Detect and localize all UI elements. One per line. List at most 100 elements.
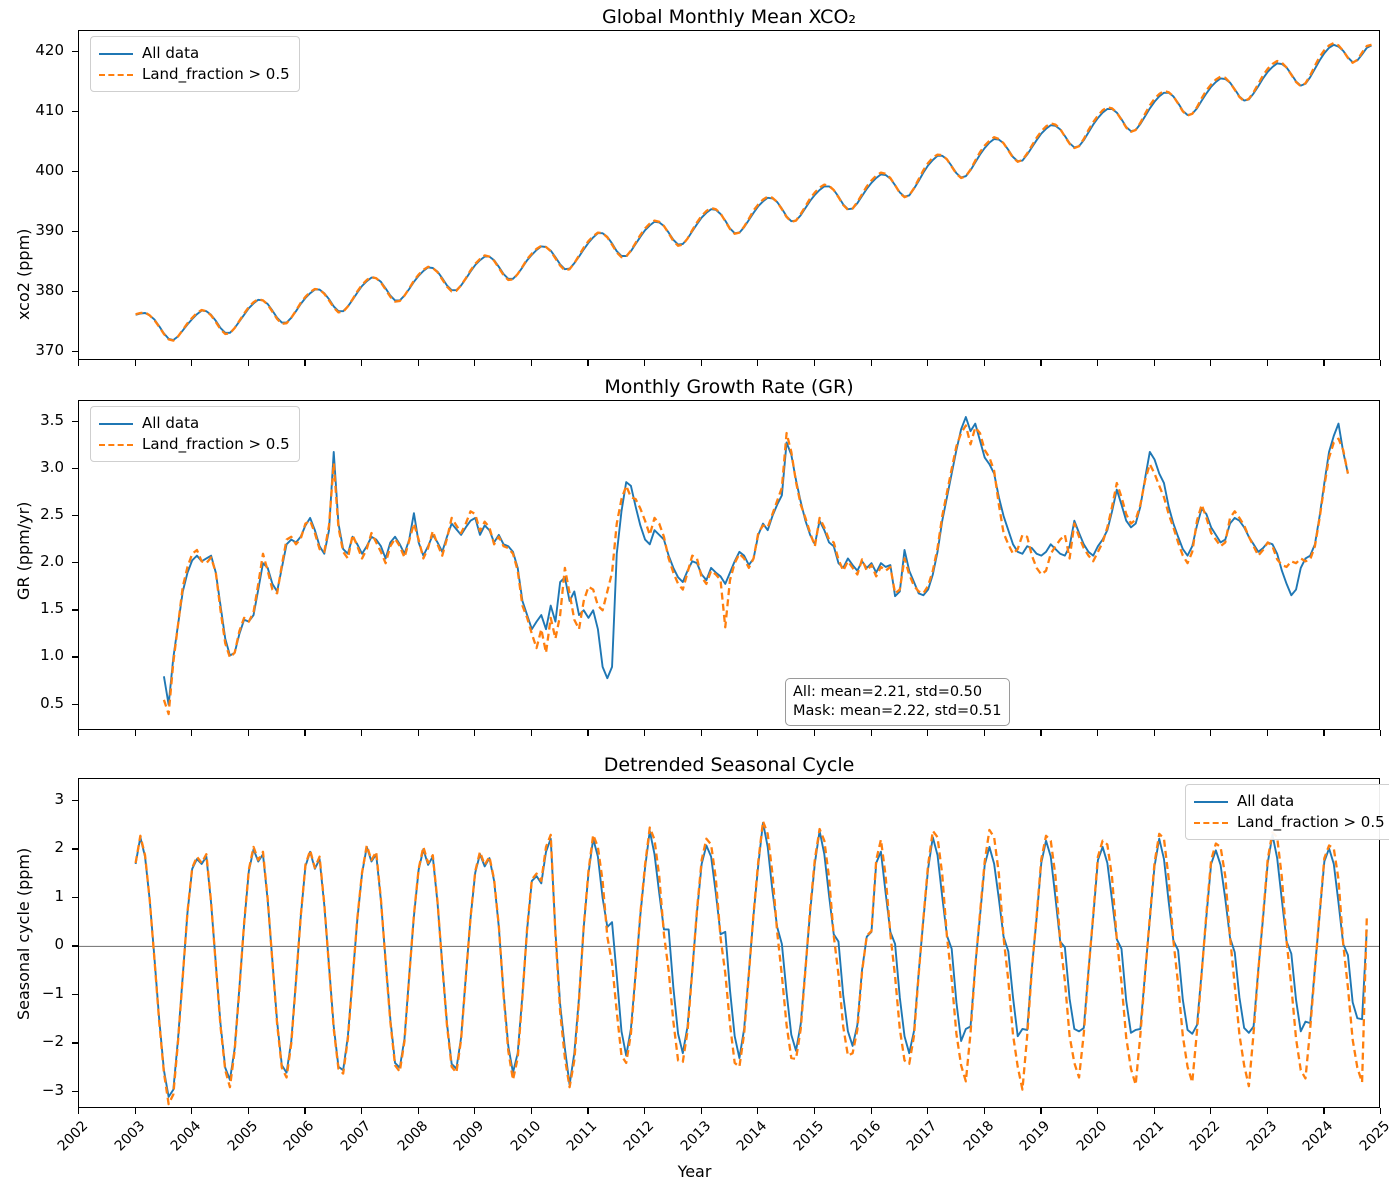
legend-entry-all-data: All data (1194, 791, 1385, 812)
x-tick-mark (191, 360, 193, 366)
panel3-plot-area (78, 778, 1380, 1108)
legend-entry-land-fraction: Land_fraction > 0.5 (99, 64, 290, 85)
x-tick-mark (587, 1108, 589, 1114)
x-tick-mark (1096, 730, 1099, 736)
x-tick-mark (134, 360, 136, 366)
x-tick-mark (1153, 730, 1155, 736)
x-tick-mark (1153, 1108, 1155, 1114)
y-tick-label: 400 (35, 161, 64, 179)
y-tick-mark (72, 111, 78, 113)
x-tick-mark (361, 360, 363, 366)
y-tick-mark (72, 420, 78, 422)
y-tick-mark (72, 945, 78, 947)
x-tick-mark (870, 360, 872, 366)
legend-line-dashed-icon (99, 73, 133, 76)
x-tick-mark (927, 730, 929, 736)
y-tick-label: 1.0 (40, 646, 64, 665)
y-tick-label: 0.5 (40, 693, 64, 712)
panel1-legend[interactable]: All data Land_fraction > 0.5 (90, 36, 300, 92)
x-tick-mark (813, 1108, 816, 1114)
x-tick-mark (983, 360, 985, 366)
y-tick-mark (72, 515, 78, 517)
x-tick-mark (587, 360, 589, 366)
x-tick-mark (361, 730, 363, 736)
y-tick-mark (72, 51, 78, 53)
x-tick-mark (474, 1108, 476, 1114)
y-tick-mark (72, 351, 78, 353)
panel1-ylabel: xco2 (ppm) (14, 228, 33, 320)
x-tick-mark (247, 730, 249, 736)
y-tick-label: 370 (35, 341, 64, 359)
x-tick-mark (1040, 730, 1042, 736)
x-tick-mark (927, 360, 929, 366)
x-tick-mark (530, 360, 533, 366)
panel2-title: Monthly Growth Rate (GR) (604, 376, 854, 398)
x-tick-mark (1266, 360, 1268, 366)
y-tick-label: 2.0 (40, 552, 64, 571)
y-tick-label: 2 (54, 838, 64, 857)
legend-line-solid-icon (99, 52, 133, 55)
x-tick-mark (644, 1108, 646, 1114)
y-tick-label: −2 (41, 1032, 64, 1051)
x-tick-mark (587, 730, 589, 736)
y-tick-label: 1.5 (40, 599, 64, 618)
x-tick-mark (757, 1108, 759, 1114)
x-tick-mark (1210, 360, 1212, 366)
x-tick-mark (813, 360, 816, 366)
x-tick-mark (813, 730, 816, 736)
legend-line-dashed-icon (99, 443, 133, 446)
panel3-legend[interactable]: All data Land_fraction > 0.5 (1185, 784, 1389, 840)
y-tick-mark (72, 171, 78, 173)
x-tick-mark (1380, 730, 1382, 736)
x-tick-mark (78, 1108, 80, 1114)
x-tick-mark (1323, 360, 1325, 366)
y-tick-mark (72, 562, 78, 564)
x-tick-mark (644, 360, 646, 366)
y-tick-label: 380 (35, 281, 64, 299)
legend-line-solid-icon (99, 422, 133, 425)
x-tick-mark (1096, 1108, 1099, 1114)
legend-label-all-data: All data (1237, 792, 1295, 810)
x-tick-mark (1323, 1108, 1325, 1114)
legend-line-dashed-icon (1194, 821, 1228, 824)
x-tick-mark (134, 1108, 136, 1114)
series-line-all-data (162, 416, 1349, 706)
y-tick-label: −1 (41, 983, 64, 1002)
y-tick-mark (72, 291, 78, 293)
x-tick-mark (927, 1108, 929, 1114)
x-tick-mark (983, 1108, 985, 1114)
y-tick-mark (72, 656, 78, 658)
series-line-all-data (134, 821, 1368, 1098)
legend-label-land-fraction: Land_fraction > 0.5 (1237, 813, 1385, 831)
x-tick-mark (530, 730, 533, 736)
series-line-land-fraction (134, 820, 1368, 1106)
x-tick-mark (870, 730, 872, 736)
y-tick-mark (72, 896, 78, 899)
y-tick-label: −3 (41, 1081, 64, 1099)
y-tick-mark (72, 703, 78, 705)
x-tick-mark (1380, 1108, 1382, 1114)
stats-line-all: All: mean=2.21, std=0.50 (793, 684, 983, 700)
legend-entry-all-data: All data (99, 43, 290, 64)
x-tick-mark (417, 1108, 419, 1114)
x-tick-mark (247, 1108, 249, 1114)
x-axis-label: Year (677, 1162, 712, 1181)
y-tick-label: 420 (35, 41, 64, 59)
x-tick-mark (1210, 730, 1212, 736)
x-tick-mark (1323, 730, 1325, 736)
y-tick-mark (72, 848, 78, 850)
y-tick-label: 3 (54, 789, 64, 808)
x-tick-mark (417, 360, 419, 366)
x-tick-mark (191, 730, 193, 736)
x-tick-mark (191, 1108, 193, 1114)
panel2-legend[interactable]: All data Land_fraction > 0.5 (90, 406, 300, 462)
y-tick-mark (72, 1091, 78, 1093)
x-tick-mark (78, 360, 80, 366)
legend-line-solid-icon (1194, 800, 1228, 803)
legend-label-all-data: All data (142, 414, 200, 432)
y-tick-mark (72, 1042, 78, 1044)
legend-entry-land-fraction: Land_fraction > 0.5 (1194, 812, 1385, 833)
legend-label-all-data: All data (142, 44, 200, 62)
x-tick-mark (304, 360, 306, 366)
panel3-title: Detrended Seasonal Cycle (603, 754, 855, 776)
